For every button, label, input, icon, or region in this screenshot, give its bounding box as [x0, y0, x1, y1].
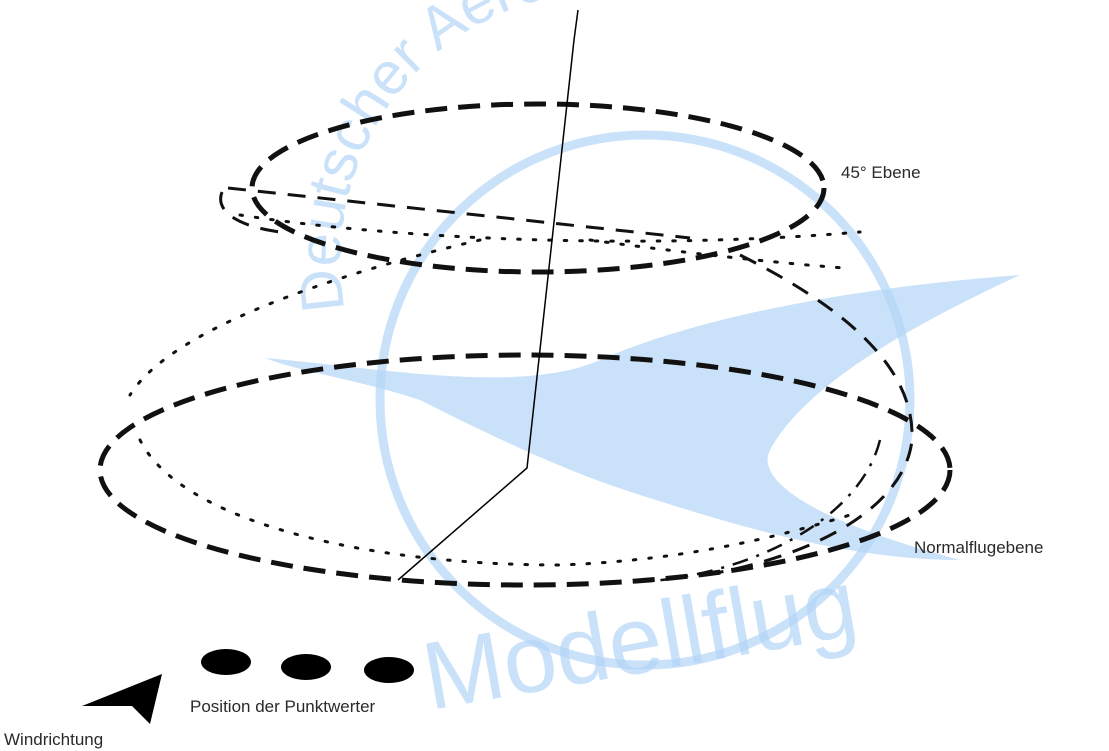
upper-plane-ellipse: [249, 101, 827, 275]
dotted-cone-upper: [238, 213, 862, 243]
vertical-reference-line: [397, 9, 579, 581]
tilted-plane-right-side: [704, 253, 914, 577]
judge-position-marker: [281, 654, 331, 680]
diagram-geometry: [82, 9, 953, 724]
label-judges-position: Position der Punktwerter: [190, 697, 376, 716]
label-normal-plane: Normalflugebene: [914, 538, 1043, 557]
judge-position-marker: [364, 657, 414, 683]
normal-plane-ellipse: [97, 352, 953, 588]
wind-direction-arrow-icon: [82, 674, 162, 724]
dotted-cone-left: [128, 238, 482, 397]
watermark-glider-logo: [265, 275, 1020, 560]
label-45-plane: 45° Ebene: [841, 163, 921, 182]
judge-position-marker: [201, 649, 251, 675]
watermark-ring: [375, 130, 915, 670]
watermark-big-text: Modellflug: [415, 549, 865, 730]
tilted-plane-left-edge: [219, 191, 281, 234]
tilted-plane-centerline: [227, 186, 691, 240]
label-wind-direction: Windrichtung: [4, 730, 103, 749]
dotted-cone-upper-right: [588, 238, 847, 270]
